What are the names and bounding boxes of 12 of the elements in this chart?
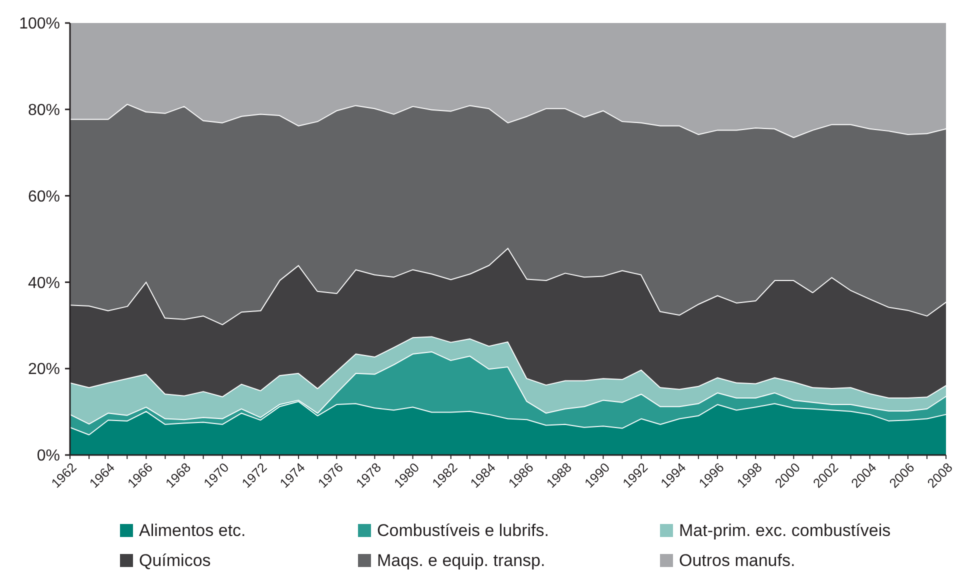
y-tick-label: 60% bbox=[28, 188, 60, 206]
y-tick-label: 100% bbox=[19, 16, 60, 33]
y-tick-label: 40% bbox=[28, 274, 60, 292]
y-tick-label: 0% bbox=[36, 448, 60, 465]
legend-label: Químicos bbox=[139, 551, 211, 570]
y-tick-label: 20% bbox=[28, 361, 60, 378]
legend-label: Maqs. e equip. transp. bbox=[377, 551, 546, 570]
legend-label: Combustíveis e lubrifs. bbox=[377, 521, 549, 540]
y-tick-label: 80% bbox=[28, 102, 60, 119]
legend-label: Outros manufs. bbox=[679, 551, 796, 570]
legend-label: Mat-prim. exc. combustíveis bbox=[679, 521, 891, 540]
legend-label: Alimentos etc. bbox=[139, 521, 246, 540]
